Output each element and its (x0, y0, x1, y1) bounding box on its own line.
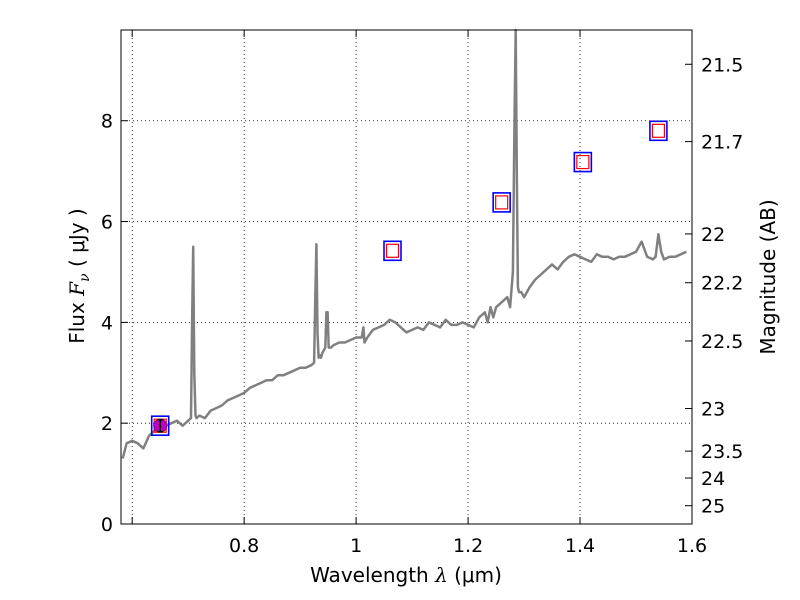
x-tick-label: 1.6 (677, 535, 707, 557)
y-tick-label: 0 (101, 514, 113, 536)
x-axis-label-symbol: λ (434, 563, 448, 587)
mag-tick-label: 24 (701, 468, 725, 490)
observed-point (492, 192, 511, 213)
mag-tick-label: 23 (701, 399, 725, 421)
y-tick-label: 8 (101, 111, 113, 133)
mag-tick-label: 25 (701, 496, 725, 518)
mag-tick-label: 22 (701, 224, 725, 246)
y-axis-label-unit: ( μJy ) (65, 208, 89, 273)
y-tick-label: 2 (101, 413, 113, 435)
photometry-points (150, 120, 668, 437)
observed-point (649, 120, 668, 142)
mag-tick-label: 22.2 (701, 273, 743, 295)
x-axis-label: Wavelength λ (μm) (310, 563, 502, 587)
observed-point (383, 240, 402, 262)
x-axis-label-prefix: Wavelength (310, 563, 435, 587)
observed-point-outer (492, 192, 511, 213)
y-tick-label: 6 (101, 212, 113, 234)
mag-tick-label: 21.7 (701, 132, 743, 154)
observed-point-inner (576, 154, 590, 170)
observed-point-inner (385, 243, 400, 258)
y-tick-label: 4 (101, 312, 113, 334)
y-axis-label: Flux Fν ( μJy ) (65, 208, 93, 343)
observed-point (573, 151, 593, 173)
x-tick-label: 1.4 (565, 535, 595, 557)
right-axis-label: Magnitude (AB) (756, 199, 780, 354)
plot-frame (120, 29, 693, 525)
observed-point-inner (495, 195, 509, 210)
x-tick-label: 0.8 (229, 535, 259, 557)
observed-point-outer (573, 151, 593, 173)
y-axis-label-symbol: F (65, 281, 89, 297)
observed-point-outer (150, 415, 170, 437)
observed-point-inner (651, 123, 666, 138)
x-tick-label: 1.2 (453, 535, 483, 557)
x-axis-label-unit: (μm) (448, 563, 502, 587)
x-tick-label: 1 (350, 535, 362, 557)
axis-ticks: 0.8 1 1.2 1.4 1.60246821.521.72222.222.52323… (101, 30, 743, 557)
observed-point-outer (649, 120, 668, 142)
spectrum-line (121, 28, 687, 459)
y-axis-label-prefix: Flux (65, 296, 89, 344)
mag-tick-label: 21.5 (701, 54, 743, 76)
mag-tick-label: 22.5 (701, 331, 743, 353)
observed-point-outer (383, 240, 402, 262)
model-spectrum (121, 28, 687, 459)
measured-point (153, 418, 168, 433)
mag-tick-label: 23.5 (701, 441, 743, 463)
y-axis-label-subscript: ν (77, 273, 93, 282)
